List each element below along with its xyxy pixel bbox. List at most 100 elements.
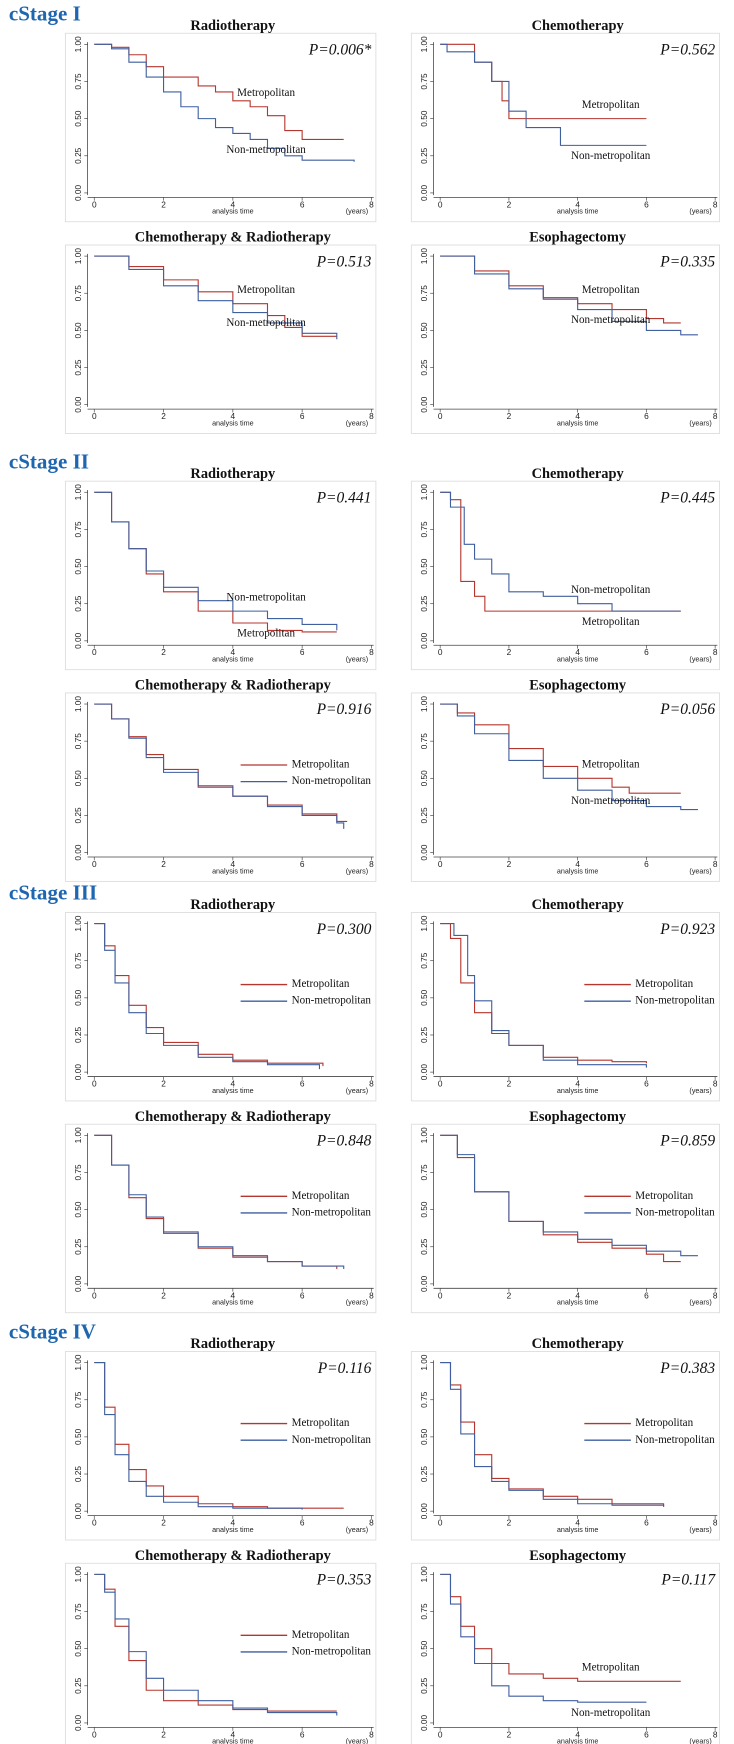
panel-frame [410, 1123, 721, 1314]
y-tick-label: 0.75 [73, 733, 83, 750]
chart-title: Chemotherapy & Radiotherapy [135, 1548, 332, 1564]
x-unit-label: (years) [346, 418, 368, 427]
y-tick-label: 0.75 [419, 1391, 429, 1408]
x-tick-label: 8 [369, 1729, 374, 1739]
legend-label: Non-metropolitan [292, 1646, 372, 1658]
y-tick-label: 0.00 [419, 1275, 429, 1292]
y-tick-label: 1.00 [419, 484, 429, 501]
x-tick-label: 0 [92, 411, 97, 421]
x-tick-label: 4 [575, 1518, 580, 1528]
x-tick-label: 8 [713, 1079, 718, 1089]
p-value: P=0.300 [316, 921, 372, 938]
survival-curve [94, 703, 345, 829]
y-tick-label: 0.00 [73, 184, 83, 201]
legend-label: Metropolitan [292, 1190, 350, 1202]
survival-curve [440, 255, 681, 324]
y-tick-label: 0.00 [419, 1714, 429, 1731]
x-unit-label: (years) [346, 655, 368, 664]
y-tick-label: 0.75 [73, 1164, 83, 1181]
y-tick-label: 1.00 [419, 1354, 429, 1371]
x-tick-label: 6 [300, 1079, 305, 1089]
survival-curve [94, 923, 324, 1067]
p-value: P=0.006* [308, 42, 372, 59]
x-tick-label: 2 [507, 1518, 512, 1528]
panel-frame [410, 1562, 721, 1744]
x-tick-label: 2 [507, 859, 512, 869]
y-tick-label: 0.00 [73, 1275, 83, 1292]
x-tick-label: 2 [161, 1290, 166, 1300]
series-label: Non-metropolitan [571, 314, 651, 326]
y-tick-label: 0.75 [419, 73, 429, 90]
p-value: P=0.383 [659, 1360, 715, 1377]
survival-curve [440, 703, 698, 811]
survival-curve [94, 491, 338, 631]
x-tick-label: 0 [438, 1290, 443, 1300]
legend-label: Non-metropolitan [292, 995, 372, 1007]
x-tick-label: 8 [369, 647, 374, 657]
x-tick-label: 6 [644, 1518, 649, 1528]
x-axis-label: analysis time [212, 418, 254, 427]
x-unit-label: (years) [689, 866, 711, 875]
y-tick-label: 0.25 [419, 807, 429, 824]
y-tick-label: 1.00 [419, 36, 429, 53]
y-tick-label: 0.00 [419, 844, 429, 861]
y-tick-label: 1.00 [419, 696, 429, 713]
x-unit-label: (years) [346, 207, 368, 216]
panel-frame [64, 244, 377, 434]
y-tick-label: 0.00 [73, 1503, 83, 1520]
x-tick-label: 6 [644, 859, 649, 869]
y-tick-label: 0.75 [73, 952, 83, 969]
y-tick-label: 0.25 [73, 807, 83, 824]
y-tick-label: 0.25 [419, 1677, 429, 1694]
y-tick-label: 0.50 [419, 1640, 429, 1657]
survival-curve [94, 1573, 338, 1716]
legend-label: Non-metropolitan [635, 1434, 715, 1446]
x-tick-label: 8 [713, 411, 718, 421]
y-tick-label: 0.50 [419, 558, 429, 575]
legend-label: Metropolitan [635, 1417, 693, 1429]
survival-curve [440, 1362, 665, 1507]
y-tick-label: 0.00 [419, 396, 429, 413]
x-unit-label: (years) [689, 207, 711, 216]
x-tick-label: 6 [644, 647, 649, 657]
y-tick-label: 0.25 [73, 1466, 83, 1483]
y-tick-label: 0.50 [73, 110, 83, 127]
x-tick-label: 6 [644, 1729, 649, 1739]
survival-curve [440, 923, 647, 1064]
x-tick-label: 8 [713, 1729, 718, 1739]
survival-curve [440, 923, 647, 1068]
y-tick-label: 0.00 [73, 844, 83, 861]
y-tick-label: 0.25 [73, 359, 83, 376]
x-tick-label: 4 [575, 1079, 580, 1089]
p-value: P=0.562 [659, 42, 715, 59]
series-label: Metropolitan [582, 1662, 640, 1674]
series-label: Non-metropolitan [571, 584, 651, 596]
x-unit-label: (years) [346, 1298, 368, 1307]
series-label: Non-metropolitan [571, 150, 651, 162]
survival-curve [94, 1134, 345, 1270]
x-tick-label: 4 [575, 647, 580, 657]
x-axis-label: analysis time [212, 1525, 254, 1534]
p-value: P=0.117 [660, 1572, 716, 1589]
x-tick-label: 8 [713, 1290, 718, 1300]
y-tick-label: 0.75 [419, 733, 429, 750]
y-tick-label: 0.25 [73, 595, 83, 612]
x-tick-label: 8 [369, 1079, 374, 1089]
y-tick-label: 1.00 [73, 36, 83, 53]
stage-label: cStage II [9, 449, 89, 473]
y-tick-label: 0.00 [73, 1714, 83, 1731]
y-tick-label: 0.75 [73, 1603, 83, 1620]
p-value: P=0.513 [316, 253, 372, 270]
y-tick-label: 0.75 [73, 73, 83, 90]
x-tick-label: 4 [575, 199, 580, 209]
x-tick-label: 0 [438, 1729, 443, 1739]
series-label: Metropolitan [237, 628, 295, 640]
y-tick-label: 0.25 [73, 1238, 83, 1255]
x-tick-label: 2 [507, 411, 512, 421]
x-tick-label: 0 [438, 859, 443, 869]
x-tick-label: 6 [644, 1079, 649, 1089]
y-tick-label: 0.50 [419, 989, 429, 1006]
p-value: P=0.441 [316, 489, 372, 506]
x-axis-label: analysis time [557, 1298, 599, 1307]
